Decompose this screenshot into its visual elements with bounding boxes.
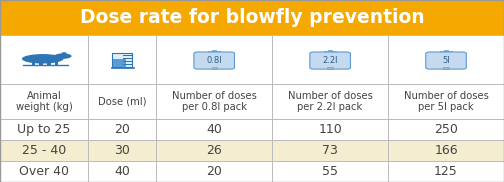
- Bar: [112, 53, 133, 54]
- FancyBboxPatch shape: [426, 52, 466, 69]
- FancyBboxPatch shape: [388, 140, 504, 161]
- FancyBboxPatch shape: [156, 140, 272, 161]
- Bar: [54, 61, 58, 65]
- FancyBboxPatch shape: [0, 0, 504, 35]
- Text: 55: 55: [322, 165, 338, 178]
- Bar: [328, 50, 332, 51]
- Bar: [112, 59, 126, 67]
- Text: 40: 40: [206, 123, 222, 136]
- Bar: [209, 51, 220, 54]
- FancyBboxPatch shape: [272, 84, 388, 119]
- Bar: [123, 55, 132, 56]
- Bar: [123, 58, 132, 59]
- FancyBboxPatch shape: [0, 35, 88, 84]
- Text: 166: 166: [434, 144, 458, 157]
- Ellipse shape: [54, 53, 72, 59]
- Ellipse shape: [61, 52, 67, 55]
- Text: 2.2l: 2.2l: [323, 56, 338, 65]
- Text: Number of doses
per 2.2l pack: Number of doses per 2.2l pack: [288, 91, 372, 112]
- FancyBboxPatch shape: [0, 84, 88, 119]
- Bar: [39, 61, 43, 65]
- Text: Dose (ml): Dose (ml): [98, 96, 147, 106]
- FancyBboxPatch shape: [156, 35, 272, 84]
- Bar: [212, 67, 217, 69]
- Text: Dose rate for blowfly prevention: Dose rate for blowfly prevention: [80, 8, 424, 27]
- FancyBboxPatch shape: [272, 140, 388, 161]
- Text: 5l: 5l: [442, 56, 450, 65]
- Text: 125: 125: [434, 165, 458, 178]
- FancyBboxPatch shape: [156, 119, 272, 140]
- Text: 40: 40: [114, 165, 130, 178]
- FancyBboxPatch shape: [88, 119, 156, 140]
- Bar: [112, 54, 133, 67]
- FancyBboxPatch shape: [194, 52, 234, 69]
- FancyBboxPatch shape: [88, 84, 156, 119]
- FancyBboxPatch shape: [272, 161, 388, 182]
- Bar: [325, 51, 336, 54]
- FancyBboxPatch shape: [388, 161, 504, 182]
- Text: 110: 110: [318, 123, 342, 136]
- Text: 30: 30: [114, 144, 130, 157]
- Text: 250: 250: [434, 123, 458, 136]
- FancyBboxPatch shape: [156, 84, 272, 119]
- FancyBboxPatch shape: [388, 84, 504, 119]
- FancyBboxPatch shape: [388, 35, 504, 84]
- FancyBboxPatch shape: [0, 119, 88, 140]
- FancyBboxPatch shape: [156, 161, 272, 182]
- Text: Over 40: Over 40: [19, 165, 69, 178]
- Bar: [440, 51, 452, 54]
- Text: Number of doses
per 5l pack: Number of doses per 5l pack: [404, 91, 488, 112]
- Text: 73: 73: [322, 144, 338, 157]
- Text: 25 - 40: 25 - 40: [22, 144, 66, 157]
- FancyBboxPatch shape: [388, 119, 504, 140]
- Text: 0.8l: 0.8l: [206, 56, 222, 65]
- Bar: [47, 61, 51, 65]
- Bar: [123, 61, 132, 62]
- FancyBboxPatch shape: [88, 35, 156, 84]
- Text: 26: 26: [206, 144, 222, 157]
- Text: Animal
weight (kg): Animal weight (kg): [16, 91, 73, 112]
- FancyBboxPatch shape: [310, 52, 350, 69]
- FancyBboxPatch shape: [0, 161, 88, 182]
- Text: 20: 20: [206, 165, 222, 178]
- Bar: [328, 67, 333, 69]
- Bar: [444, 50, 448, 51]
- FancyBboxPatch shape: [0, 140, 88, 161]
- FancyBboxPatch shape: [88, 140, 156, 161]
- Bar: [32, 61, 35, 65]
- FancyBboxPatch shape: [88, 161, 156, 182]
- Bar: [110, 67, 134, 68]
- Text: Number of doses
per 0.8l pack: Number of doses per 0.8l pack: [172, 91, 257, 112]
- Text: 20: 20: [114, 123, 130, 136]
- Bar: [444, 67, 449, 69]
- Text: Up to 25: Up to 25: [18, 123, 71, 136]
- Ellipse shape: [22, 54, 64, 64]
- FancyBboxPatch shape: [272, 35, 388, 84]
- FancyBboxPatch shape: [272, 119, 388, 140]
- Bar: [212, 50, 216, 51]
- Bar: [123, 64, 132, 65]
